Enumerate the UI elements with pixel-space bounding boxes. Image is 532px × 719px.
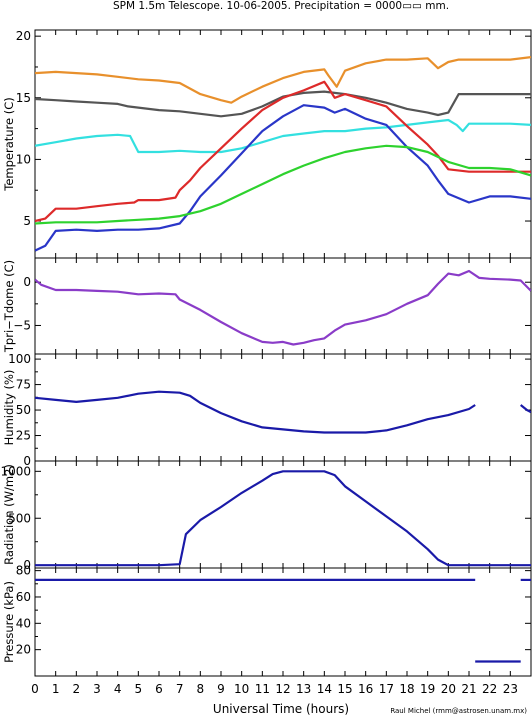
plot-frame bbox=[34, 29, 532, 259]
y-tick-label: 20 bbox=[16, 643, 31, 657]
x-tick-label: 2 bbox=[73, 682, 81, 696]
x-tick-label: 18 bbox=[399, 682, 414, 696]
y-tick-label: 25 bbox=[16, 429, 31, 443]
x-tick-label: 23 bbox=[503, 682, 518, 696]
plot-frame bbox=[34, 353, 532, 462]
y-tick-label: 0 bbox=[23, 275, 31, 289]
y-tick-label: 50 bbox=[16, 403, 31, 417]
y-tick-label: 60 bbox=[16, 590, 31, 604]
y-axis-label: Humidity (%) bbox=[2, 370, 16, 446]
plot-frame bbox=[34, 257, 532, 355]
y-axis-label: Pressure (kPa) bbox=[2, 581, 16, 663]
credit-text: Raul Michel (rmm@astrosen.unam.mx) bbox=[390, 707, 527, 715]
x-axis-label: Universal Time (hours) bbox=[213, 702, 349, 716]
x-tick-label: 5 bbox=[135, 682, 143, 696]
y-tick-label: 40 bbox=[16, 616, 31, 630]
x-tick-label: 10 bbox=[234, 682, 249, 696]
x-tick-label: 22 bbox=[482, 682, 497, 696]
y-tick-label: 5 bbox=[23, 214, 31, 228]
y-tick-label: 20 bbox=[16, 29, 31, 43]
series-line-6 bbox=[35, 144, 531, 225]
series-line-2 bbox=[35, 90, 531, 118]
x-tick-label: 15 bbox=[337, 682, 352, 696]
x-tick-label: 1 bbox=[52, 682, 60, 696]
x-tick-label: 11 bbox=[255, 682, 270, 696]
y-tick-label: 0 bbox=[23, 454, 31, 468]
x-tick-label: 3 bbox=[93, 682, 101, 696]
x-tick-label: 17 bbox=[379, 682, 394, 696]
y-axis-label: Radiation (W/m2) bbox=[2, 464, 16, 565]
figure-title: SPM 1.5m Telescope. 10-06-2005. Precipit… bbox=[113, 0, 449, 12]
x-tick-label: 9 bbox=[217, 682, 225, 696]
series-line-4 bbox=[35, 80, 531, 223]
x-tick-label: 8 bbox=[197, 682, 205, 696]
x-tick-label: 19 bbox=[420, 682, 435, 696]
plot-frame bbox=[34, 567, 532, 677]
series-line-1 bbox=[35, 269, 531, 346]
x-tick-label: 6 bbox=[155, 682, 163, 696]
x-tick-label: 14 bbox=[317, 682, 332, 696]
y-tick-label: 10 bbox=[16, 152, 31, 166]
x-tick-label: 0 bbox=[31, 682, 39, 696]
x-tick-label: 13 bbox=[296, 682, 311, 696]
x-axis: 0 1 2 3 4 5 6 7 8 9 10 11 12 13 14 15 16 17 18 19 20 21 22 23 bbox=[31, 682, 518, 696]
x-tick-label: 7 bbox=[176, 682, 184, 696]
y-tick-label: −5 bbox=[13, 318, 31, 332]
y-tick-label: 500 bbox=[8, 511, 31, 525]
y-tick-label: 1000 bbox=[0, 464, 31, 478]
y-tick-label: 75 bbox=[16, 378, 31, 392]
y-axis-label: Tpri−Tdome (C) bbox=[2, 260, 16, 353]
chart-panel-1: 5 10 15 20 Temperature (C) bbox=[2, 29, 532, 259]
series-line-1 bbox=[35, 56, 531, 104]
series-line-1 bbox=[35, 470, 531, 567]
plot-frame bbox=[34, 460, 532, 569]
y-tick-label: 100 bbox=[8, 352, 31, 366]
y-axis-label: Temperature (C) bbox=[2, 97, 16, 192]
x-tick-label: 21 bbox=[461, 682, 476, 696]
series-line-3 bbox=[35, 118, 531, 154]
chart-panel-3: 0 25 50 75 100 Humidity (%) bbox=[2, 352, 532, 468]
series-line-5 bbox=[35, 104, 531, 252]
x-tick-label: 12 bbox=[275, 682, 290, 696]
series-line-1 bbox=[35, 390, 476, 434]
x-tick-label: 4 bbox=[114, 682, 122, 696]
y-tick-label: 0 bbox=[23, 558, 31, 572]
x-tick-label: 20 bbox=[441, 682, 456, 696]
y-tick-label: 15 bbox=[16, 91, 31, 105]
series-line-2 bbox=[520, 404, 531, 414]
y-tick-label: 80 bbox=[16, 564, 31, 578]
x-tick-label: 16 bbox=[358, 682, 373, 696]
